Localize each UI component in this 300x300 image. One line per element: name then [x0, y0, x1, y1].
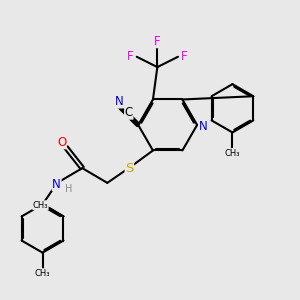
Text: N: N: [115, 95, 123, 108]
Text: CH₃: CH₃: [35, 269, 50, 278]
Text: F: F: [127, 50, 134, 63]
Text: C: C: [125, 106, 133, 119]
Text: N: N: [199, 120, 207, 133]
Text: CH₃: CH₃: [33, 201, 48, 210]
Text: F: F: [154, 35, 161, 48]
Text: F: F: [181, 50, 188, 63]
Text: S: S: [125, 162, 134, 175]
Text: CH₃: CH₃: [225, 148, 240, 158]
Text: H: H: [65, 184, 72, 194]
Text: O: O: [57, 136, 66, 149]
Text: N: N: [52, 178, 61, 190]
